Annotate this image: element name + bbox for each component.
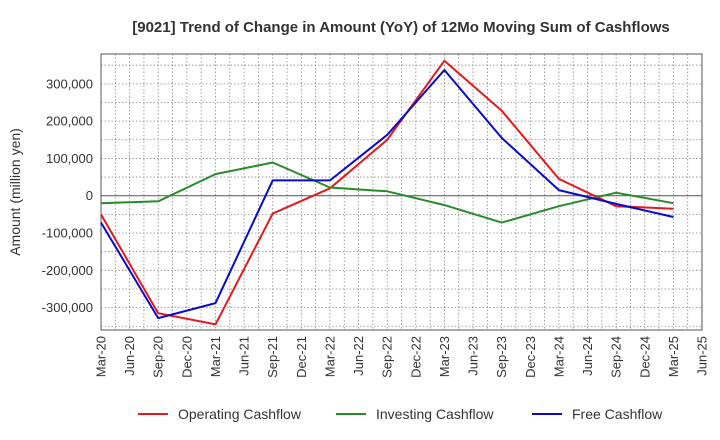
x-tick-label: Mar-25 [666, 336, 681, 377]
x-tick-label: Mar-23 [437, 336, 452, 377]
x-tick-label: Jun-25 [695, 336, 710, 376]
x-tick-label: Sep-21 [265, 336, 280, 378]
x-tick-label: Sep-23 [494, 336, 509, 378]
x-tick-label: Dec-22 [408, 336, 423, 378]
y-tick-label: 100,000 [46, 151, 93, 166]
x-tick-label: Mar-24 [551, 336, 566, 377]
y-tick-label: -200,000 [42, 263, 93, 278]
y-tick-label: 0 [86, 188, 93, 203]
x-tick-label: Sep-24 [609, 336, 624, 378]
x-tick-label: Mar-20 [94, 336, 109, 377]
chart-title: [9021] Trend of Change in Amount (YoY) o… [132, 19, 670, 36]
x-tick-label: Dec-20 [179, 336, 194, 378]
x-tick-label: Mar-21 [208, 336, 223, 377]
operating-cashflow-line [100, 59, 674, 326]
y-tick-label: -100,000 [42, 226, 93, 241]
x-tick-labels: Mar-20 Jun-20 Sep-20 Dec-20 Mar-21 Jun-21 Sep-… [94, 336, 710, 378]
investing-cashflow-legend-label: Investing Cashflow [376, 406, 494, 422]
y-tick-label: -300,000 [42, 300, 93, 315]
x-tick-label: Sep-20 [151, 336, 166, 378]
y-tick-labels: 300,000 200,000 100,000 0 -100,000 -200,000 -3… [42, 76, 93, 315]
free-cashflow-legend-label: Free Cashflow [572, 406, 663, 422]
x-tick-label: Jun-20 [122, 336, 137, 376]
operating-cashflow-legend-label: Operating Cashflow [178, 406, 302, 422]
x-tick-label: Sep-22 [380, 336, 395, 378]
x-tick-label: Mar-22 [322, 336, 337, 377]
y-tick-label: 200,000 [46, 114, 93, 129]
legend: Operating Cashflow Investing Cashflow Free… [138, 406, 663, 422]
investing-cashflow-line [100, 161, 674, 224]
gridlines [100, 54, 703, 330]
y-tick-label: 300,000 [46, 76, 93, 91]
x-tick-label: Dec-23 [523, 336, 538, 378]
x-tick-label: Jun-21 [237, 336, 252, 376]
y-axis-label: Amount (million yen) [7, 128, 23, 256]
x-tick-label: Jun-22 [351, 336, 366, 376]
plot-area: 300,000 200,000 100,000 0 -100,000 -200,000 -3… [42, 53, 710, 378]
plot-border [100, 53, 703, 331]
x-tick-label: Jun-23 [466, 336, 481, 376]
x-tick-label: Dec-21 [294, 336, 309, 378]
x-tick-label: Dec-24 [637, 336, 652, 378]
free-cashflow-line [100, 69, 674, 320]
x-tick-label: Jun-24 [580, 336, 595, 376]
